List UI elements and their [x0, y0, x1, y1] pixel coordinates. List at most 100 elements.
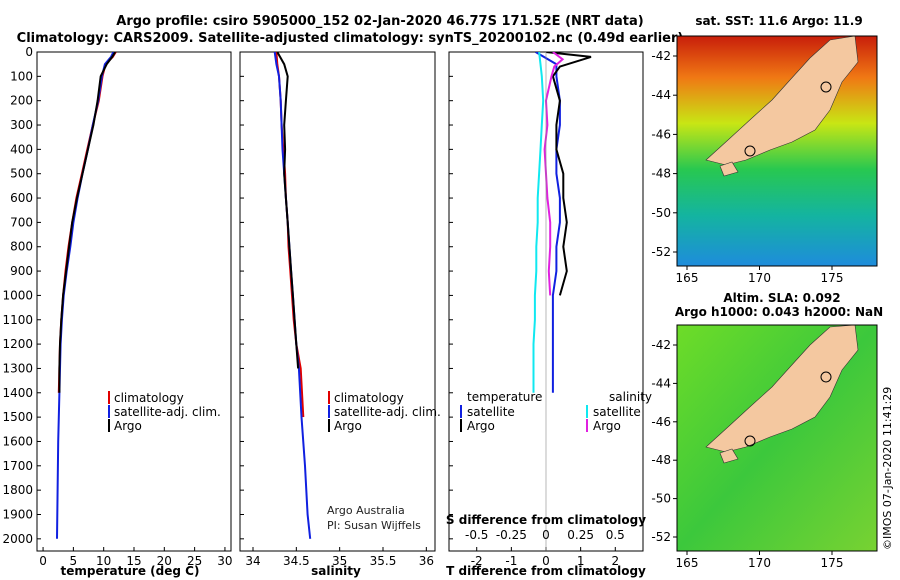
- legend-label-satellite: satellite-adj. clim.: [334, 405, 441, 419]
- x-tick-label: 10: [96, 554, 111, 568]
- lat-tick-label: -48: [651, 453, 671, 467]
- depth-tick-label: 400: [10, 142, 33, 156]
- series-line-temperature-satellite: [535, 52, 561, 393]
- lat-tick-label: -44: [651, 376, 671, 390]
- legend-label-argo: Argo: [334, 419, 362, 433]
- s-difference-label: S difference from climatology: [446, 513, 646, 527]
- legend-title-salinity: salinity: [609, 390, 652, 404]
- legend-title-temperature: temperature: [467, 390, 542, 404]
- depth-tick-label: 600: [10, 191, 33, 205]
- depth-tick-label: 100: [10, 69, 33, 83]
- sla-map-frame: [676, 324, 878, 552]
- lat-tick-label: -42: [651, 49, 671, 63]
- sla-map-title-2: Argo h1000: 0.043 h2000: NaN: [675, 305, 883, 319]
- lon-tick-label: 175: [821, 271, 844, 285]
- x-tick-label: 30: [217, 554, 232, 568]
- sst-stewart-island: [719, 161, 739, 177]
- credit-line-2: PI: Susan Wijffels: [327, 519, 421, 532]
- salinity-axes: [239, 51, 436, 552]
- legend-label-t-argo: Argo: [467, 419, 495, 433]
- lat-tick-label: -46: [651, 415, 671, 429]
- depth-tick-label: 1700: [2, 459, 33, 473]
- legend-label-argo: Argo: [114, 419, 142, 433]
- depth-tick-label: 200: [10, 94, 33, 108]
- sst-marker-2: [820, 81, 832, 93]
- imos-watermark: ©IMOS 07-Jan-2020 11:41:29: [881, 387, 894, 550]
- temperature-x-axis: 0 5 10 15 20 25 30: [39, 547, 233, 568]
- s-diff-tick-label: 0.5: [606, 528, 625, 542]
- depth-tick-label: 1400: [2, 386, 33, 400]
- depth-tick-label: 1000: [2, 288, 33, 302]
- depth-axis: 0 100 200 300 400 500 600 700 800 900 1000 1100 1200…: [2, 45, 453, 546]
- lat-tick-label: -50: [651, 492, 671, 506]
- s-diff-tick-label: -0.5: [465, 528, 488, 542]
- temperature-series: [56, 52, 117, 539]
- x-tick-label: 0: [39, 554, 47, 568]
- lat-tick-label: -46: [651, 127, 671, 141]
- depth-tick-label: 1100: [2, 313, 33, 327]
- series-line-argo: [58, 52, 117, 393]
- depth-tick-label: 0: [25, 45, 33, 59]
- depth-tick-label: 500: [10, 167, 33, 181]
- sla-new-zealand-land: [705, 324, 859, 453]
- credit-line-1: Argo Australia: [327, 504, 405, 517]
- lon-tick-label: 170: [748, 556, 771, 570]
- sla-map-axes: -42 -44 -46 -48 -50 -52 165 170 175: [651, 338, 843, 570]
- depth-tick-label: 700: [10, 215, 33, 229]
- x-tick-label: -2: [471, 554, 483, 568]
- lat-tick-label: -42: [651, 338, 671, 352]
- difference-legend: temperature salinity satellite Argo sate…: [446, 390, 652, 527]
- lon-tick-label: 175: [821, 556, 844, 570]
- title-line-2: Climatology: CARS2009. Satellite-adjuste…: [17, 31, 684, 46]
- salinity-series: [273, 52, 312, 539]
- lon-tick-label: 170: [748, 271, 771, 285]
- depth-tick-label: 900: [10, 264, 33, 278]
- depth-tick-label: 1500: [2, 410, 33, 424]
- sst-map: [676, 35, 878, 267]
- lat-tick-label: -50: [651, 206, 671, 220]
- sla-map: [676, 324, 878, 552]
- series-line-salinity-argo: [543, 52, 565, 296]
- sst-new-zealand-land: [705, 35, 859, 166]
- title-line-1: Argo profile: csiro 5905000_152 02-Jan-2…: [116, 14, 643, 29]
- salinity-legend: climatology satellite-adj. clim. Argo Ar…: [327, 391, 441, 532]
- lat-tick-label: -52: [651, 245, 671, 259]
- temperature-legend: climatology satellite-adj. clim. Argo: [108, 391, 221, 433]
- x-tick-label: -1: [505, 554, 517, 568]
- depth-tick-label: 1600: [2, 434, 33, 448]
- sla-argo-location-marker: [744, 435, 756, 447]
- sla-marker-2: [820, 371, 832, 383]
- temperature-xlabel: temperature (deg C): [61, 564, 200, 578]
- legend-label-t-satellite: satellite: [467, 405, 515, 419]
- sla-map-title-1: Altim. SLA: 0.092: [723, 291, 840, 305]
- x-tick-label: 25: [187, 554, 202, 568]
- s-difference-ticks: -0.5 -0.25 0 0.25 0.5: [465, 528, 625, 542]
- sst-map-axes: -42 -44 -46 -48 -50 -52 165 170 175: [651, 49, 843, 285]
- lat-tick-label: -44: [651, 88, 671, 102]
- x-tick-label: 35.5: [370, 554, 397, 568]
- salinity-xlabel: salinity: [311, 564, 361, 578]
- depth-tick-label: 300: [10, 118, 33, 132]
- x-tick-label: 2: [611, 554, 619, 568]
- depth-tick-label: 1900: [2, 507, 33, 521]
- salinity-x-axis: 34 34.5 35 35.5 36: [245, 547, 434, 568]
- difference-x-axis: -2 -1 0 1 2: [471, 547, 619, 568]
- x-tick-label: 0: [542, 554, 550, 568]
- x-tick-label: 34: [245, 554, 260, 568]
- difference-xlabel: T difference from climatology: [446, 564, 646, 578]
- s-diff-tick-label: 0: [542, 528, 550, 542]
- legend-label-s-argo: Argo: [593, 419, 621, 433]
- lon-tick-label: 165: [676, 556, 699, 570]
- series-line-satellite-adj-clim-: [56, 52, 115, 539]
- legend-label-climatology: climatology: [334, 391, 404, 405]
- x-tick-label: 20: [157, 554, 172, 568]
- s-diff-tick-label: -0.25: [496, 528, 527, 542]
- x-tick-label: 5: [70, 554, 78, 568]
- series-line-climatology: [57, 52, 117, 393]
- difference-series: [532, 52, 592, 551]
- temperature-axes: [36, 51, 232, 552]
- lat-tick-label: -52: [651, 530, 671, 544]
- sst-argo-location-marker: [744, 145, 756, 157]
- depth-tick-label: 2000: [2, 532, 33, 546]
